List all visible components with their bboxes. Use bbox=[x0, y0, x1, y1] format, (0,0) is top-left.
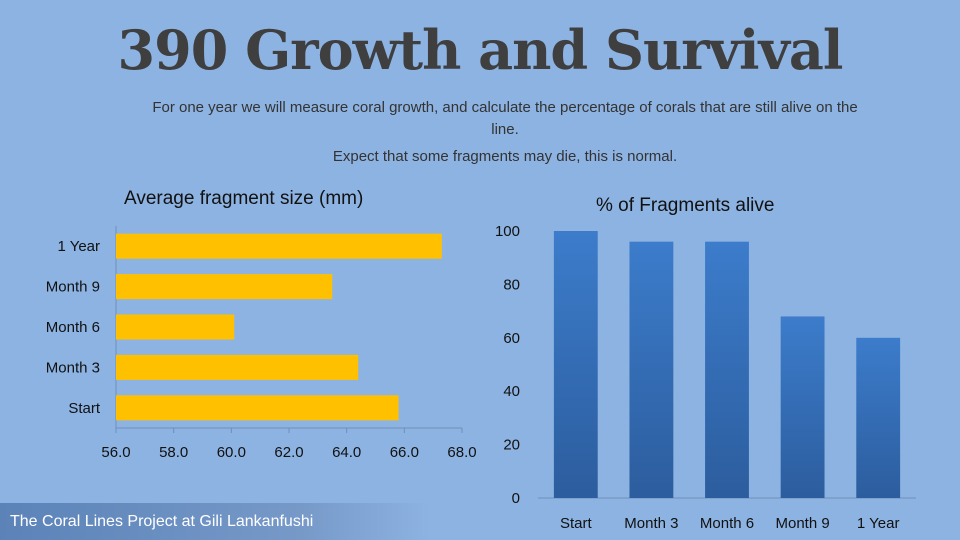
fragments-alive-column-chart: 0 20 40 60 80 100 Start Month 3 Month 6 Month 9 1 … bbox=[495, 223, 916, 532]
bar-x-tick-label: 58.0 bbox=[159, 444, 188, 461]
column-category-label: Month 6 bbox=[700, 515, 754, 532]
bar bbox=[116, 395, 399, 421]
bar-chart-title: Average fragment size (mm) bbox=[124, 188, 364, 209]
bar-category-label: Month 3 bbox=[46, 359, 100, 376]
bar bbox=[116, 314, 235, 340]
column-bar bbox=[629, 241, 674, 498]
column-y-tick-label: 80 bbox=[503, 276, 520, 293]
column-bar bbox=[705, 241, 749, 498]
column-bar bbox=[780, 316, 825, 498]
column-y-tick-label: 40 bbox=[503, 383, 520, 400]
column-y-tick-label: 20 bbox=[503, 437, 520, 454]
bar-x-tick-label: 68.0 bbox=[447, 444, 476, 461]
column-category-label: Month 3 bbox=[624, 515, 678, 532]
bar-x-tick-label: 56.0 bbox=[101, 444, 130, 461]
subtitle-line-1: For one year we will measure coral growt… bbox=[152, 99, 858, 138]
bar-category-label: Month 9 bbox=[46, 279, 100, 296]
footer-banner: The Coral Lines Project at Gili Lankanfu… bbox=[0, 503, 430, 540]
bar bbox=[116, 274, 333, 300]
column-y-tick-label: 60 bbox=[503, 330, 520, 347]
column-category-label: 1 Year bbox=[857, 515, 900, 532]
bar bbox=[116, 354, 359, 380]
bar-category-label: Month 6 bbox=[46, 319, 100, 336]
bar-x-tick-label: 64.0 bbox=[332, 444, 361, 461]
column-y-tick-label: 100 bbox=[495, 223, 520, 240]
column-category-label: Start bbox=[560, 515, 593, 532]
column-category-label: Month 9 bbox=[775, 515, 829, 532]
slide-title: 390 Growth and Survival bbox=[117, 18, 844, 82]
bar-category-label: Start bbox=[68, 400, 101, 417]
subtitle-line-2: Expect that some fragments may die, this… bbox=[332, 148, 678, 165]
column-chart-title: % of Fragments alive bbox=[596, 195, 775, 216]
bar-x-tick-label: 60.0 bbox=[217, 444, 246, 461]
bar-x-tick-label: 66.0 bbox=[390, 444, 419, 461]
column-bar bbox=[553, 231, 598, 498]
bar bbox=[116, 233, 442, 259]
bar-x-tick-label: 62.0 bbox=[274, 444, 303, 461]
fragment-size-bar-chart: Start Month 3 Month 6 Month 9 1 Year 56.0 58.0… bbox=[46, 226, 477, 461]
footer-text: The Coral Lines Project at Gili Lankanfu… bbox=[10, 513, 314, 530]
column-bar bbox=[856, 337, 901, 498]
column-y-tick-label: 0 bbox=[512, 490, 520, 507]
bar-category-label: 1 Year bbox=[57, 238, 100, 255]
